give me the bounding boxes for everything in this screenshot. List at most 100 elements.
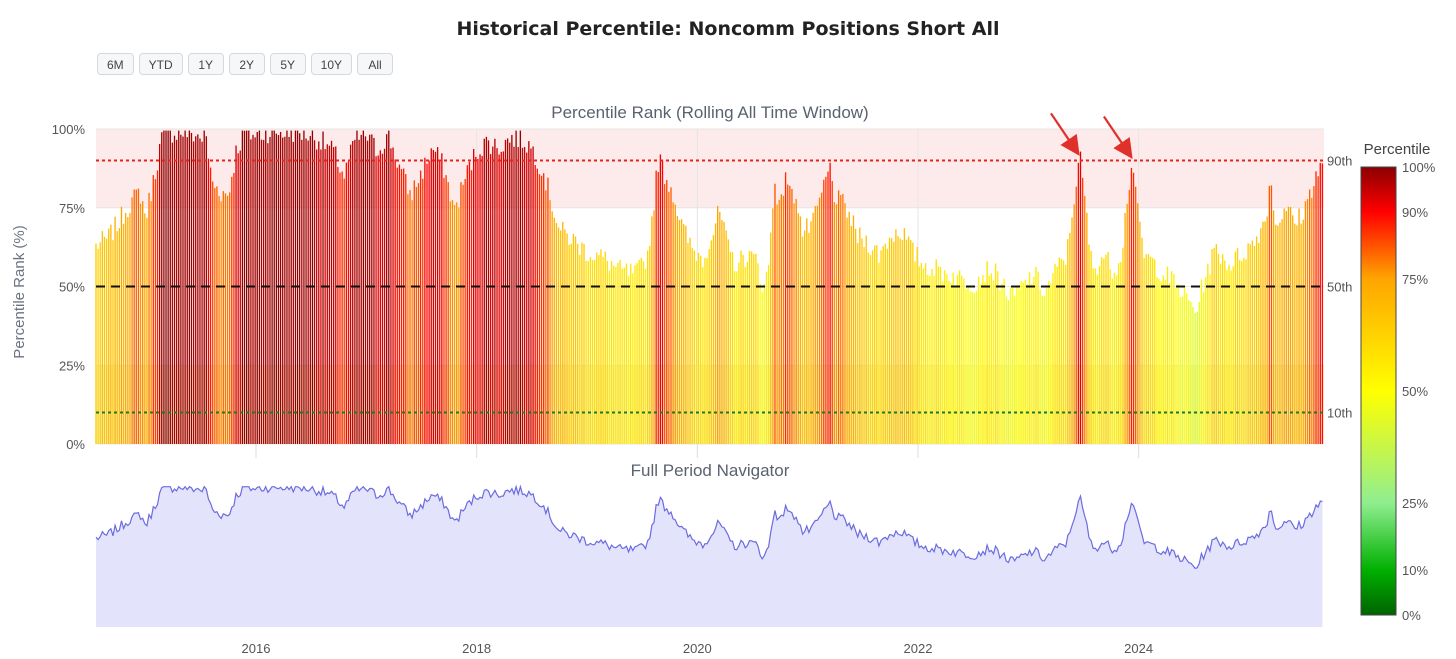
percentile-bar [990, 273, 993, 444]
percentile-bar [831, 181, 833, 444]
percentile-bar [608, 270, 611, 444]
percentile-bar [661, 160, 664, 444]
percentile-bar [1113, 272, 1116, 444]
percentile-bar [680, 219, 683, 444]
percentile-bar [449, 201, 451, 444]
percentile-bar [1283, 208, 1285, 444]
percentile-bar [837, 190, 840, 444]
percentile-bar [973, 293, 976, 444]
percentile-bar [424, 157, 426, 444]
percentile-bar [1217, 253, 1220, 444]
percentile-bar [352, 141, 354, 444]
percentile-bar [1183, 286, 1186, 444]
percentile-bar [956, 275, 959, 444]
percentile-bar [1081, 177, 1084, 445]
percentile-bar [1311, 197, 1313, 444]
percentile-bar [366, 140, 369, 444]
percentile-bar [309, 136, 311, 445]
percentile-bar [1171, 271, 1173, 444]
percentile-bar [250, 139, 252, 444]
percentile-bar [413, 180, 415, 444]
range-button-1y[interactable]: 1Y [187, 53, 224, 75]
percentile-bar [216, 186, 218, 444]
percentile-bar [108, 228, 110, 444]
percentile-bar [1048, 280, 1050, 444]
percentile-bar [880, 250, 882, 444]
percentile-bar [1056, 266, 1058, 444]
navigator[interactable] [95, 484, 1323, 627]
x-tick-label: 2024 [1124, 641, 1153, 656]
colorbar-tick-label: 25% [1402, 496, 1428, 511]
percentile-bar [540, 175, 543, 444]
percentile-bar [1315, 171, 1317, 444]
percentile-bar [1130, 167, 1133, 445]
percentile-bar [668, 191, 670, 444]
percentile-bar [1109, 269, 1111, 444]
percentile-bar [131, 197, 133, 444]
percentile-bar [801, 236, 804, 444]
annotation-arrow [1050, 112, 1080, 156]
percentile-bar [1092, 268, 1094, 444]
percentile-bar [782, 195, 785, 444]
percentile-bar [999, 290, 1001, 444]
range-button-6m[interactable]: 6M [97, 53, 134, 75]
percentile-bar [929, 275, 931, 444]
percentile-bar [1304, 201, 1307, 444]
range-button-2y[interactable]: 2Y [228, 53, 265, 75]
percentile-bar [195, 136, 197, 444]
percentile-bar [303, 130, 305, 444]
percentile-bar [827, 171, 829, 444]
percentile-bar [1067, 239, 1069, 444]
range-button-ytd[interactable]: YTD [138, 53, 183, 75]
percentile-bar [1243, 257, 1245, 444]
percentile-bar [175, 139, 178, 445]
percentile-bar [969, 290, 971, 444]
range-button-5y[interactable]: 5Y [269, 53, 306, 75]
percentile-bar [377, 155, 379, 444]
percentile-bar [610, 261, 613, 444]
range-button-all[interactable]: All [357, 53, 394, 75]
percentile-bar [209, 167, 212, 444]
reference-line-label: 50th [1327, 280, 1352, 295]
percentile-bar [912, 242, 914, 444]
percentile-bar [273, 130, 275, 444]
percentile-bar [910, 240, 912, 444]
percentile-bar [789, 185, 791, 444]
percentile-bar [562, 221, 564, 444]
percentile-bar [326, 144, 328, 444]
percentile-bar [655, 170, 657, 444]
percentile-bar [708, 249, 710, 444]
percentile-bar [859, 227, 861, 444]
percentile-bar [475, 156, 477, 444]
percentile-bar [127, 217, 129, 444]
percentile-bar [1213, 247, 1215, 444]
percentile-bar [1181, 296, 1184, 444]
percentile-bar [222, 191, 224, 444]
percentile-bar [583, 243, 585, 444]
reference-line-labels: 90th 50th 10th [1327, 154, 1352, 421]
percentile-bar [226, 195, 229, 444]
percentile-bar [1188, 300, 1190, 444]
percentile-bar [1120, 262, 1122, 444]
percentile-bar [349, 144, 352, 444]
range-button-10y[interactable]: 10Y [310, 53, 353, 75]
percentile-bar [466, 165, 468, 444]
percentile-bar [1270, 185, 1273, 444]
percentile-bar [963, 278, 965, 444]
percentile-bar [494, 138, 496, 444]
percentile-bar [736, 271, 738, 444]
percentile-bar [267, 143, 269, 445]
percentile-bar [1016, 287, 1018, 444]
percentile-bar [564, 229, 566, 444]
percentile-bar [1211, 249, 1213, 444]
percentile-bar [146, 217, 148, 444]
percentile-bar [1101, 257, 1103, 444]
percentile-bar [212, 181, 214, 445]
percentile-bar [750, 251, 753, 444]
percentile-bar [483, 138, 485, 444]
percentile-bar [560, 230, 562, 444]
percentile-bar [812, 212, 814, 444]
percentile-bar [931, 268, 933, 444]
percentile-bar [286, 130, 288, 444]
percentile-bar [882, 246, 884, 444]
